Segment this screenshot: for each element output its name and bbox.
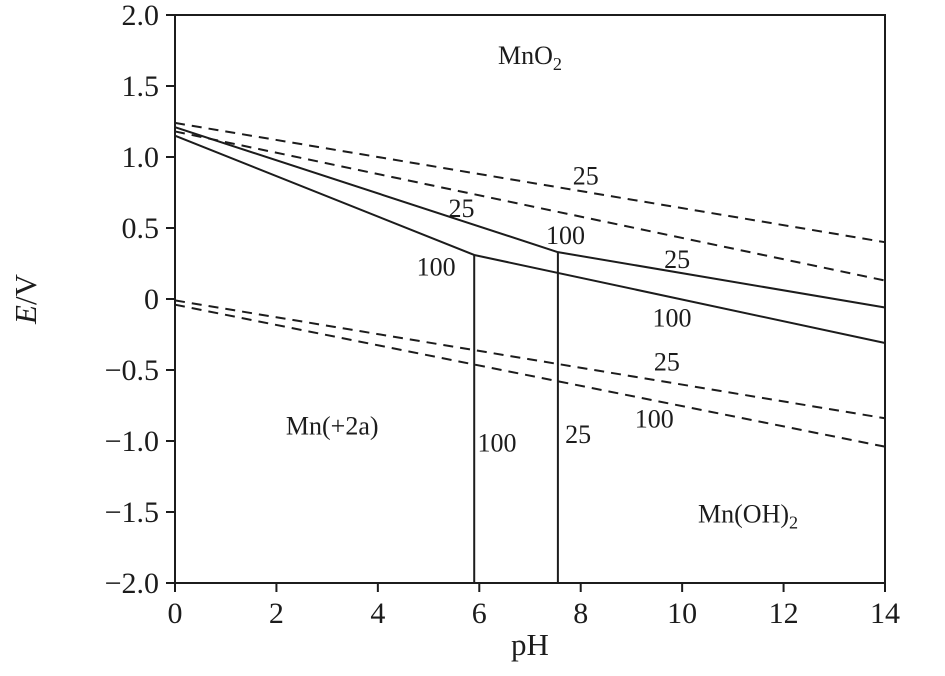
annotation-label: Mn(OH)2 [698,499,798,532]
y-axis-tick-label: 2.0 [122,0,160,32]
x-axis-title: pH [511,627,549,662]
annotation-label: 25 [654,347,680,376]
annotation-label: MnO2 [498,41,562,74]
x-axis-tick-label: 10 [667,597,697,630]
series-solid-boundary-100 [174,134,886,344]
x-axis-tick-label: 2 [269,597,284,630]
x-axis-tick-label: 6 [472,597,487,630]
y-axis-tick-label: 1.5 [122,70,160,103]
annotation-label: 25 [565,420,591,449]
annotation-label: 100 [417,252,456,281]
x-axis-tick-label: 12 [769,597,799,630]
annotation-label: 100 [653,303,692,332]
annotation-label: Mn(+2a) [286,411,379,440]
x-axis-tick-label: 4 [370,597,385,630]
y-axis-tick-label: −2.0 [105,567,159,600]
x-axis-tick-label: 14 [870,597,900,630]
x-axis-tick-label: 0 [168,597,183,630]
y-axis-title: E/V [8,273,43,325]
y-axis-tick-label: −0.5 [105,354,159,387]
annotation-label: 25 [664,245,690,274]
annotation-label: 100 [546,221,585,250]
y-axis-tick-label: 0 [144,283,159,316]
series-upper-dashed-25 [174,121,886,244]
x-axis-tick-label: 8 [573,597,588,630]
annotation-label: 100 [635,404,674,433]
plot-frame [174,14,886,584]
annotation-label: 100 [478,428,517,457]
series-lower-dashed-25 [174,299,886,420]
series-upper-dashed-100 [174,130,886,282]
annotation-label: 25 [573,161,599,190]
y-axis-tick-label: 0.5 [122,212,160,245]
y-axis-tick-label: 1.0 [122,141,160,174]
y-axis-tick-label: −1.0 [105,425,159,458]
annotation-label: 25 [449,194,475,223]
y-axis-tick-label: −1.5 [105,496,159,529]
series-lower-dashed-100 [174,303,886,448]
